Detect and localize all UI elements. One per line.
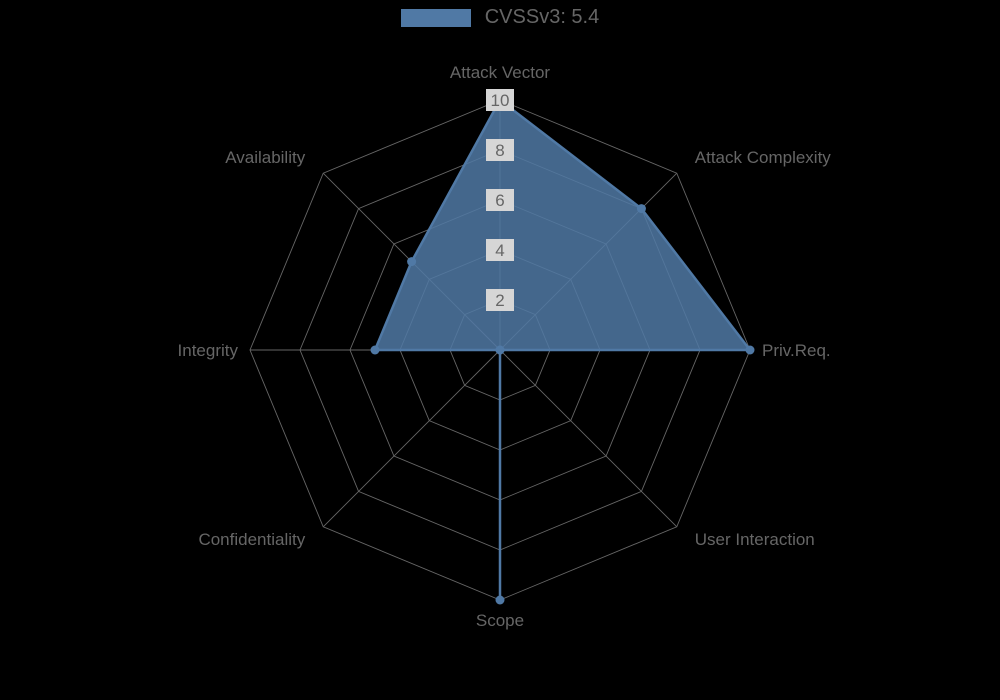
grid-spoke [500,350,677,527]
tick-label: 2 [495,291,504,310]
tick-label: 10 [491,91,510,110]
axis-label: Attack Vector [450,63,550,82]
legend-swatch [401,9,471,27]
chart-legend: CVSSv3: 5.4 [0,6,1000,32]
grid-spoke [323,350,500,527]
axis-label: Priv.Req. [762,341,831,360]
axis-label: User Interaction [695,530,815,549]
series-point [496,346,505,355]
legend-label: CVSSv3: 5.4 [485,6,600,29]
series-point [637,204,646,213]
series-point [746,346,755,355]
series-area [375,100,750,600]
radar-data-area [375,100,750,600]
series-point [496,596,505,605]
axis-label: Confidentiality [198,530,305,549]
axis-label: Availability [225,148,306,167]
tick-label: 6 [495,191,504,210]
tick-label: 4 [495,241,504,260]
axis-label: Attack Complexity [695,148,832,167]
series-point [407,257,416,266]
radar-chart: Attack Vector Attack Complexity Priv.Req. U… [0,0,1000,700]
axis-label: Scope [476,611,524,630]
axis-label: Integrity [178,341,239,360]
series-point [371,346,380,355]
tick-label: 8 [495,141,504,160]
